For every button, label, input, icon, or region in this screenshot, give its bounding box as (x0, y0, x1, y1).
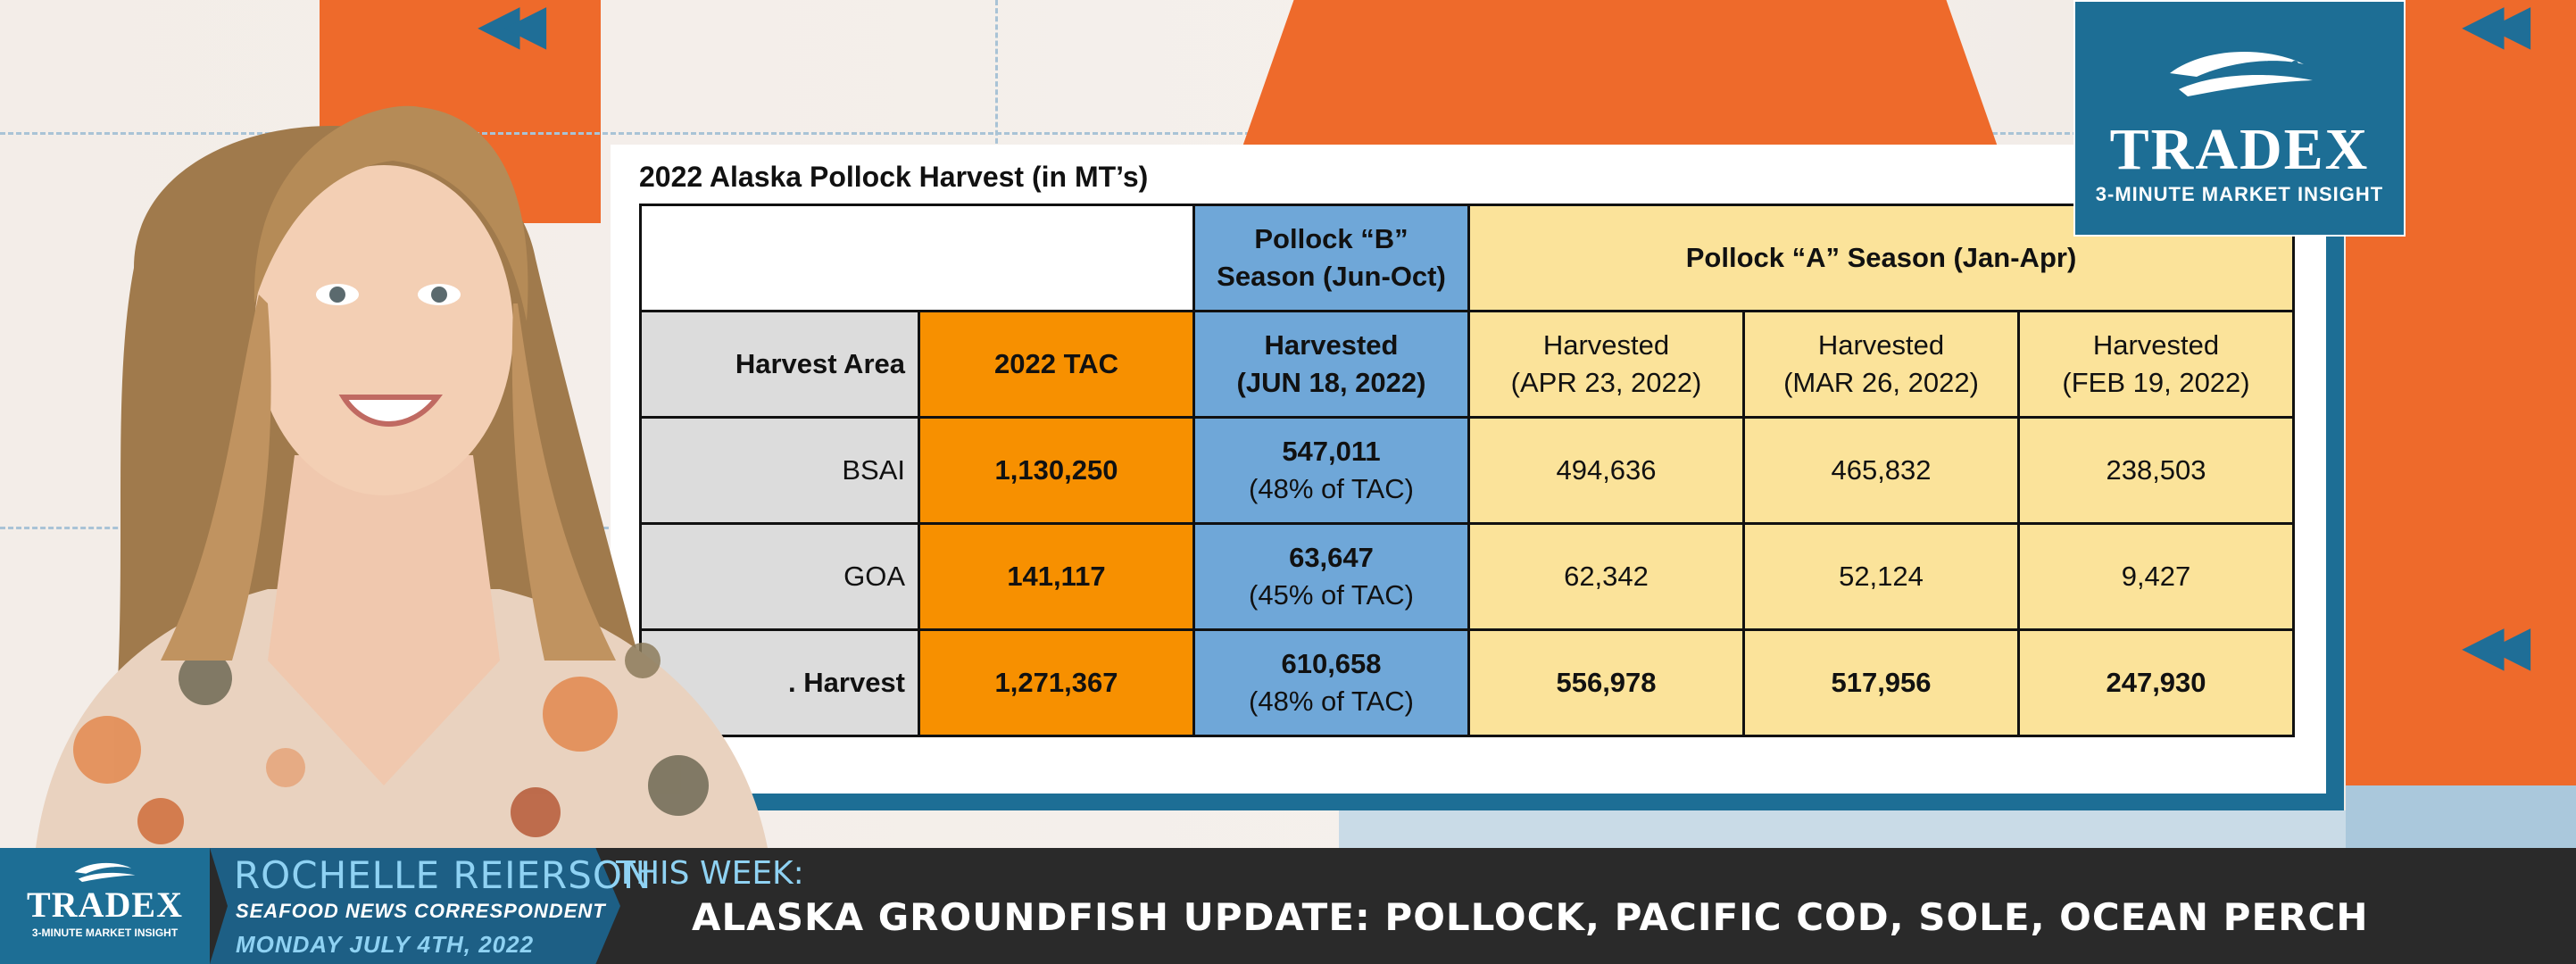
episode-headline: ALASKA GROUNDFISH UPDATE: POLLOCK, PACIF… (692, 895, 2369, 939)
feb-cell: 238,503 (2017, 416, 2295, 525)
paint-texture-strip (1339, 810, 2346, 848)
panel-frame-teal (616, 784, 2344, 810)
fish-logo-icon (74, 862, 136, 883)
mar-cell: 465,832 (1742, 416, 2020, 525)
tradex-logo: TRADEX 3-MINUTE MARKET INSIGHT (2073, 0, 2406, 237)
column-header: Harvested (JUN 18, 2022) (1192, 310, 1470, 419)
area-cell: BSAI (639, 416, 920, 525)
mar-cell: 517,956 (1742, 628, 2020, 737)
orange-trapezoid (1241, 0, 1999, 152)
feb-cell: 9,427 (2017, 522, 2295, 631)
panel-frame-teal (2321, 150, 2344, 810)
table-row: BSAI 1,130,250 547,011 (48% of TAC) 494,6… (639, 416, 2295, 525)
presenter-name-panel (210, 848, 620, 964)
b-season-cell: 610,658 (48% of TAC) (1192, 628, 1470, 737)
b-season-header: Pollock “B” Season (Jun-Oct) (1192, 204, 1470, 312)
table-row: Pollock “B” Season (Jun-Oct) Pollock “A”… (639, 204, 2295, 312)
table-title: 2022 Alaska Pollock Harvest (in MT’s) (639, 161, 1149, 193)
table-row: Harvest Area 2022 TAC Harvested (JUN 18, … (639, 310, 2295, 419)
light-blue-block (2346, 785, 2576, 848)
rewind-arrows-icon: ◀◀ (2462, 612, 2530, 677)
logo-wordmark: TRADEX (2109, 117, 2370, 182)
column-header: Harvested (MAR 26, 2022) (1742, 310, 2020, 419)
logo-tagline: 3-MINUTE MARKET INSIGHT (2095, 183, 2384, 205)
table-row: . Harvest 1,271,367 610,658 (48% of TAC) … (639, 628, 2295, 737)
feb-cell: 247,930 (2017, 628, 2295, 737)
dashed-guide-line (995, 0, 998, 152)
tac-cell: 1,130,250 (918, 416, 1195, 525)
presenter-role: SEAFOOD NEWS CORRESPONDENT (236, 900, 606, 922)
empty-header-cell (639, 204, 1195, 312)
tac-cell: 141,117 (918, 522, 1195, 631)
logo-wordmark: TRADEX (27, 885, 183, 925)
tac-cell: 1,271,367 (918, 628, 1195, 737)
b-season-cell: 63,647 (45% of TAC) (1192, 522, 1470, 631)
mar-cell: 52,124 (1742, 522, 2020, 631)
column-header: 2022 TAC (918, 310, 1195, 419)
rewind-arrows-icon: ◀◀ (2462, 0, 2530, 56)
column-header: Harvest Area (639, 310, 920, 419)
b-season-cell: 547,011 (48% of TAC) (1192, 416, 1470, 525)
pollock-harvest-table: Pollock “B” Season (Jun-Oct) Pollock “A”… (639, 204, 2295, 737)
presenter-name: ROCHELLE REIERSON (234, 853, 652, 897)
broadcast-date: MONDAY JULY 4TH, 2022 (236, 931, 535, 958)
logo-tagline: 3-MINUTE MARKET INSIGHT (31, 927, 179, 939)
this-week-label: THIS WEEK: (616, 855, 804, 892)
apr-cell: 494,636 (1467, 416, 1745, 525)
lower-third-logo: TRADEX 3-MINUTE MARKET INSIGHT (0, 848, 210, 964)
table-row: GOA 141,117 63,647 (45% of TAC) 62,342 52… (639, 522, 2295, 631)
presenter-image (36, 105, 768, 848)
column-header: Harvested (FEB 19, 2022) (2017, 310, 2295, 419)
column-header: Harvested (APR 23, 2022) (1467, 310, 1745, 419)
area-cell: GOA (639, 522, 920, 631)
apr-cell: 556,978 (1467, 628, 1745, 737)
apr-cell: 62,342 (1467, 522, 1745, 631)
fish-logo-icon (2170, 52, 2313, 96)
